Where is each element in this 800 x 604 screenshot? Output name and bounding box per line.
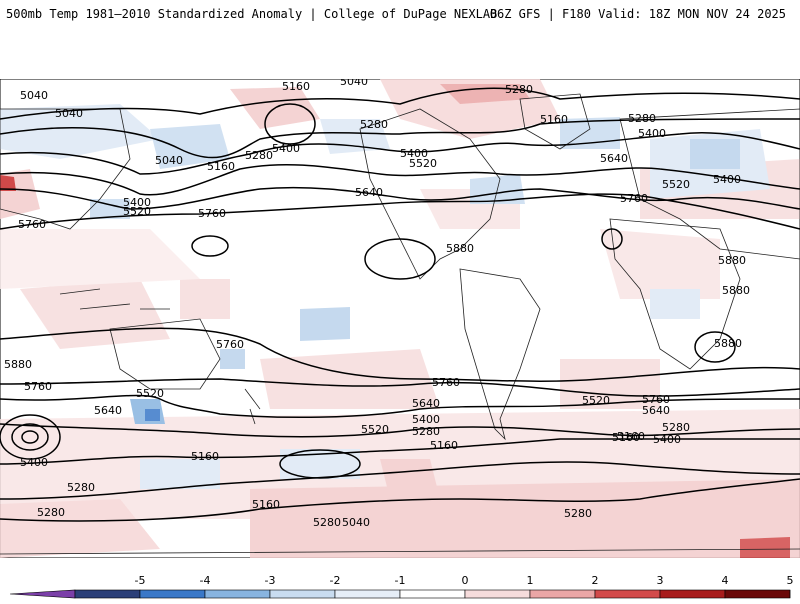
contour-label: 5280 xyxy=(67,481,95,494)
colorbar-tick-label: 0 xyxy=(462,574,469,587)
contour-label: 5520 xyxy=(662,178,690,191)
contour-label: 5640 xyxy=(94,404,122,417)
contour-label: 5400 xyxy=(400,147,428,160)
contour-label: 5040 xyxy=(340,79,368,88)
contour-label: 5160 xyxy=(207,160,235,173)
colorbar-swatch xyxy=(9,589,76,599)
contour-label: 5280 xyxy=(360,118,388,131)
colorbar-swatches xyxy=(9,589,791,599)
contour-label: 5640 xyxy=(355,186,383,199)
colorbar-swatch xyxy=(139,589,206,599)
contour-label: 5160 xyxy=(617,430,645,443)
contour-label: 5280 xyxy=(628,112,656,125)
contour-label: 5640 xyxy=(600,152,628,165)
contour-label: 5400 xyxy=(638,127,666,140)
contour-label: 5880 xyxy=(718,254,746,267)
contour-label: 5160 xyxy=(191,450,219,463)
colorbar-swatch xyxy=(399,589,466,599)
contour-label: 5280 xyxy=(313,516,341,529)
contour-label: 5280 xyxy=(505,83,533,96)
colorbar-tick-label: -2 xyxy=(330,574,341,587)
contour-label: 5400 xyxy=(713,173,741,186)
map-svg: 5040 5160 5040 5160 5280 5160 5280 5400 … xyxy=(0,79,800,558)
contour-label: 5160 xyxy=(612,431,640,444)
colorbar-tick-label: -5 xyxy=(135,574,146,587)
contour-label: 5760 xyxy=(620,192,648,205)
contour-label: 5400 xyxy=(412,413,440,426)
height-contours xyxy=(0,87,800,522)
contour-label: 5760 xyxy=(432,376,460,389)
contour-label: 5400 xyxy=(20,456,48,469)
contour-label: 5640 xyxy=(412,397,440,410)
contour-label: 5880 xyxy=(722,284,750,297)
colorbar-tick-label: 2 xyxy=(592,574,599,587)
colorbar-swatch xyxy=(464,589,531,599)
contour-label: 5280 xyxy=(37,506,65,519)
contour-label: 5160 xyxy=(540,113,568,126)
colorbar-swatch xyxy=(204,589,271,599)
colorbar-swatch xyxy=(659,589,726,599)
contour-label: 5280 xyxy=(564,507,592,520)
contour-label: 5880 xyxy=(4,358,32,371)
contour-label: 5760 xyxy=(24,380,52,393)
run-info: 06Z GFS | F180 Valid: 18Z MON NOV 24 202… xyxy=(489,7,786,21)
colorbar-tick-label: 4 xyxy=(722,574,729,587)
contour-label: 5040 xyxy=(55,107,83,120)
contour-label: 5160 xyxy=(518,79,546,82)
contour-label: 5760 xyxy=(216,338,244,351)
colorbar-swatch xyxy=(334,589,401,599)
contour-label: 5520 xyxy=(123,205,151,218)
contour-label: 5280 xyxy=(245,149,273,162)
contour-label: 5040 xyxy=(20,89,48,102)
colorbar-tick-label: -4 xyxy=(200,574,211,587)
contour-label: 5760 xyxy=(18,218,46,231)
colorbar-tick-label: -3 xyxy=(265,574,276,587)
coastlines xyxy=(0,93,800,555)
chart-title: 500mb Temp 1981–2010 Standardized Anomal… xyxy=(6,7,498,21)
colorbar-tick-label: 1 xyxy=(527,574,534,587)
contour-label: 5520 xyxy=(361,423,389,436)
contour-label: 5160 xyxy=(430,439,458,452)
colorbar-svg: -5 -4 -3 -2 -1 0 1 2 3 4 5 xyxy=(9,574,794,599)
contour-label: 5400 xyxy=(123,196,151,209)
contour-label: 5880 xyxy=(714,337,742,350)
contour-label: 5880 xyxy=(446,242,474,255)
colorbar-tick-label: -1 xyxy=(395,574,406,587)
contour-label: 5520 xyxy=(136,387,164,400)
contour-label: 5760 xyxy=(198,207,226,220)
colorbar-swatch xyxy=(724,589,791,599)
contour-label: 5520 xyxy=(409,157,437,170)
anomaly-map: 5040 5160 5040 5160 5280 5160 5280 5400 … xyxy=(0,79,800,558)
contour-label: 5520 xyxy=(582,394,610,407)
colorbar-tick-label: 3 xyxy=(657,574,664,587)
contour-label: 5760 xyxy=(642,393,670,406)
colorbar-swatch xyxy=(269,589,336,599)
contour-labels: 5040 5160 5040 5160 5280 5160 5280 5400 … xyxy=(4,79,750,529)
colorbar-tick-label: 5 xyxy=(787,574,794,587)
contour-label: 5280 xyxy=(662,421,690,434)
colorbar-tick-labels: -5 -4 -3 -2 -1 0 1 2 3 4 5 xyxy=(135,574,794,587)
contour-label: 5040 xyxy=(155,154,183,167)
colorbar-swatch xyxy=(594,589,661,599)
colorbar: -5 -4 -3 -2 -1 0 1 2 3 4 5 xyxy=(0,572,800,600)
contour-label: 5400 xyxy=(272,142,300,155)
contour-label: 5040 xyxy=(342,516,370,529)
colorbar-swatch xyxy=(529,589,596,599)
contour-label: 5160 xyxy=(252,498,280,511)
contour-label: 5280 xyxy=(412,425,440,438)
contour-label: 5160 xyxy=(282,80,310,93)
header: 500mb Temp 1981–2010 Standardized Anomal… xyxy=(0,0,800,28)
colorbar-swatch xyxy=(74,589,141,599)
contour-label: 5400 xyxy=(653,433,681,446)
contour-label: 5640 xyxy=(642,404,670,417)
